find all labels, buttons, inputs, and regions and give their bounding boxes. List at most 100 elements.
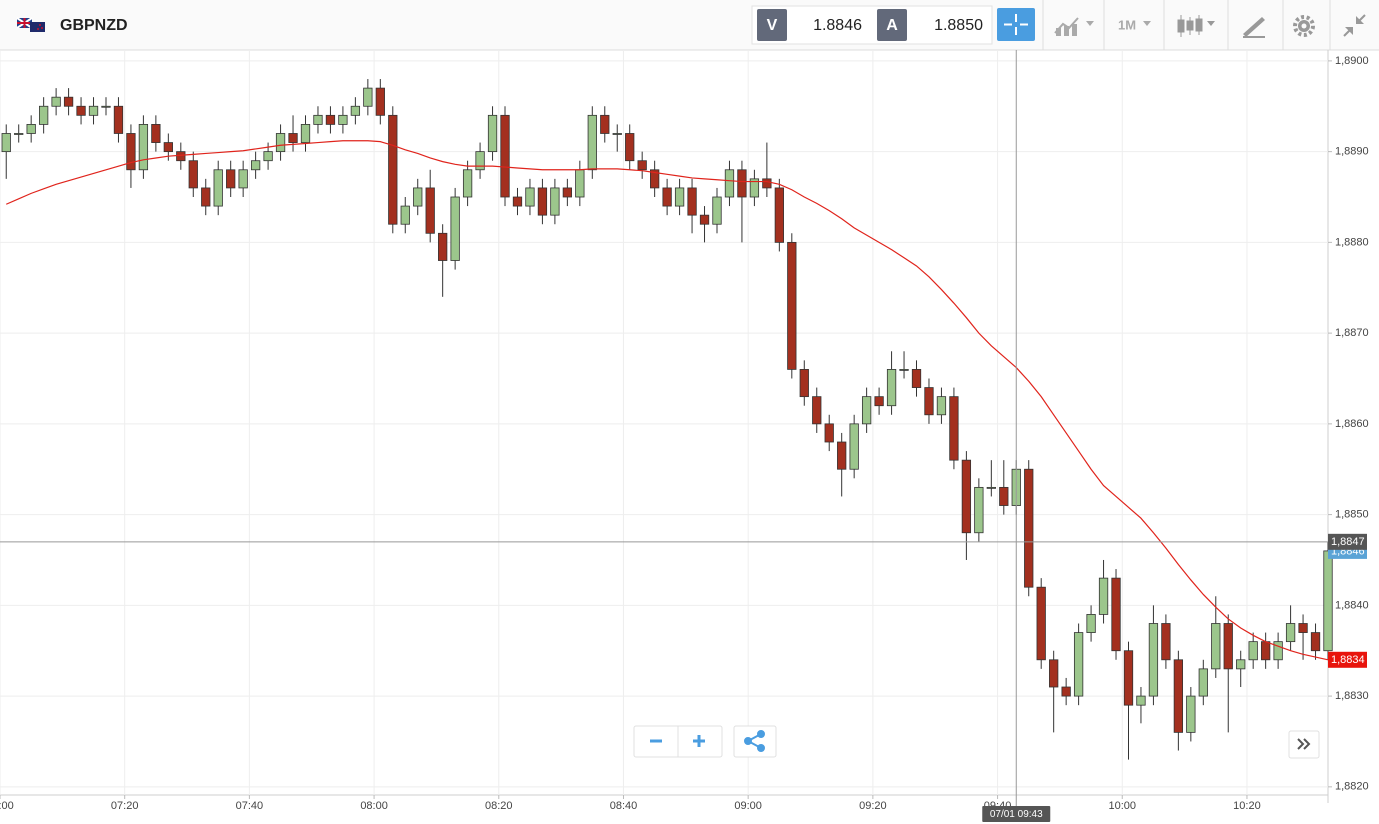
candle-body <box>612 133 622 135</box>
crosshair-price-box <box>1328 533 1367 550</box>
x-tick-label: 07:40 <box>236 800 264 812</box>
x-tick-label: 09:20 <box>859 800 887 812</box>
candle-body <box>450 196 460 261</box>
candle-body <box>88 105 99 116</box>
buy-label[interactable]: A <box>886 17 898 34</box>
crosshair-icon <box>1004 14 1028 35</box>
candle-body <box>250 160 261 171</box>
candle-body <box>39 105 49 125</box>
candle-body <box>51 96 61 107</box>
buy-price[interactable]: 1.8850 <box>934 17 983 34</box>
candle-body <box>1136 695 1146 706</box>
y-tick-label: 1,8880 <box>1335 236 1369 248</box>
candle-body <box>774 187 784 243</box>
ma-marker-label: 1,8834 <box>1331 654 1365 666</box>
symbol[interactable]: GBPNZD <box>60 17 128 34</box>
candle-body <box>861 396 872 425</box>
chart-type-button[interactable] <box>1177 15 1215 37</box>
candle-body <box>14 133 24 135</box>
sell-price[interactable]: 1.8846 <box>813 17 862 34</box>
crosshair-button[interactable] <box>997 8 1035 41</box>
scroll-latest-button[interactable] <box>1288 730 1320 759</box>
collapse-button[interactable] <box>1343 14 1366 37</box>
candle-body <box>201 187 211 207</box>
candle-body <box>313 114 323 125</box>
candle-body <box>425 187 435 234</box>
candle-body <box>375 87 385 116</box>
candle-body <box>226 169 236 189</box>
buy-button[interactable] <box>877 9 907 41</box>
candle-body <box>737 169 747 198</box>
candle-body <box>350 105 361 116</box>
candle-body <box>587 114 597 171</box>
candle-body <box>699 214 710 225</box>
flag-icon <box>16 17 45 32</box>
candle-body <box>712 196 722 225</box>
share-button[interactable] <box>733 725 777 758</box>
y-tick-label: 1,8900 <box>1335 55 1369 67</box>
candle-body <box>126 133 136 171</box>
candle-body <box>886 369 897 407</box>
y-tick-label: 1,8820 <box>1335 781 1369 793</box>
candle-body <box>749 178 760 198</box>
indicator-button[interactable] <box>1054 17 1094 36</box>
candle-body <box>1061 686 1071 697</box>
sell-button[interactable] <box>757 9 787 41</box>
x-tick-label: 10:20 <box>1233 800 1261 812</box>
moving-average-line <box>5 140 1329 661</box>
candle-body <box>1248 641 1258 661</box>
candle-body <box>213 169 223 207</box>
sell-label[interactable]: V <box>767 17 778 34</box>
candle-body <box>512 196 523 207</box>
candle-body <box>1198 668 1208 697</box>
candle-body <box>849 423 859 470</box>
candle-body <box>986 486 996 489</box>
candle-body <box>63 96 74 107</box>
candle-body <box>1273 641 1283 661</box>
settings-button[interactable] <box>1293 15 1315 37</box>
candle-body <box>76 105 86 116</box>
candle-body <box>1298 623 1308 633</box>
candle-body <box>687 187 697 216</box>
candle-body <box>1223 623 1233 670</box>
interval-caret <box>1143 21 1151 26</box>
candle-body <box>562 187 573 198</box>
candle-body <box>163 142 173 153</box>
candle-body <box>413 187 423 207</box>
candle-body <box>999 486 1009 506</box>
candle-body <box>101 105 111 108</box>
candle-body <box>113 105 124 134</box>
candle-body <box>300 124 311 143</box>
zoom-in[interactable] <box>693 735 705 747</box>
y-tick-label: 1,8830 <box>1335 690 1369 702</box>
candle-body <box>525 187 535 207</box>
candle-body <box>1073 632 1084 697</box>
candle-body <box>388 114 398 225</box>
candle-body <box>275 133 286 153</box>
candle-body <box>787 241 797 370</box>
candle-body <box>288 133 298 143</box>
candle-body <box>263 151 273 162</box>
candle-body <box>949 396 959 461</box>
candle-body <box>238 169 248 189</box>
candle-body <box>1211 623 1221 670</box>
candle-body <box>1285 623 1296 643</box>
y-tick-label: 1,8890 <box>1335 146 1369 158</box>
x-tick-label: 07:20 <box>111 800 139 812</box>
quote-panel <box>751 5 993 45</box>
candle-body <box>1024 468 1034 588</box>
candle-body <box>625 133 635 162</box>
candle-body <box>1310 632 1321 652</box>
drawing-button[interactable] <box>1243 17 1265 38</box>
y-tick-label: 1,8860 <box>1335 418 1369 430</box>
y-tick-label: 1,8870 <box>1335 327 1369 339</box>
interval-button[interactable]: 1M <box>1118 17 1136 32</box>
candle-body <box>138 124 149 171</box>
candle-body <box>974 486 984 534</box>
x-tick-label: 08:40 <box>610 800 638 812</box>
x-tick-label: 09:00 <box>734 800 762 812</box>
x-tick-label: 08:00 <box>360 800 388 812</box>
candle-body <box>662 187 672 207</box>
candle-body <box>176 151 186 162</box>
